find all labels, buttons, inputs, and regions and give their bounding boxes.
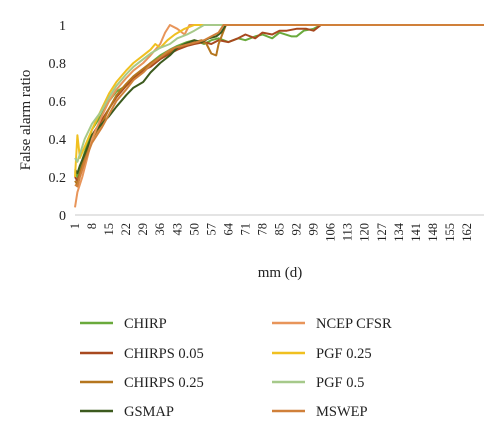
x-tick-label: 85 bbox=[273, 223, 287, 236]
x-tick-labels: 1 8 15 22 29 36 43 50 57 64 71 78 85 92 99 106 113 120 127… bbox=[68, 222, 474, 242]
y-tick-label: 0.4 bbox=[49, 133, 67, 148]
x-axis-title: mm (d) bbox=[258, 265, 303, 281]
legend-label: CHIRPS 0.25 bbox=[124, 375, 204, 391]
y-tick-label: 1 bbox=[59, 19, 66, 34]
x-tick-label: 141 bbox=[409, 223, 423, 242]
x-tick-label: 106 bbox=[324, 223, 338, 242]
x-tick-label: 113 bbox=[341, 223, 355, 241]
x-tick-label: 15 bbox=[102, 223, 116, 236]
x-tick-label: 120 bbox=[358, 223, 372, 242]
x-tick-label: 134 bbox=[392, 222, 406, 242]
legend-label: PGF 0.25 bbox=[316, 346, 372, 362]
x-tick-label: 162 bbox=[460, 223, 474, 242]
plot-lines bbox=[74, 24, 484, 208]
x-tick-label: 127 bbox=[375, 223, 389, 242]
x-tick-label: 78 bbox=[255, 223, 269, 236]
x-tick-label: 43 bbox=[170, 223, 184, 236]
x-tick-label: 22 bbox=[119, 223, 133, 236]
x-tick-label: 148 bbox=[426, 223, 440, 242]
y-tick-label: 0.8 bbox=[49, 57, 67, 72]
y-tick-labels: 0 0.2 0.4 0.6 0.8 1 bbox=[49, 19, 67, 224]
x-tick-label: 1 bbox=[68, 223, 82, 229]
legend: CHIRP CHIRPS 0.05 CHIRPS 0.25 GSMAP NCEP CFS… bbox=[80, 316, 392, 420]
x-tick-label: 57 bbox=[204, 223, 218, 236]
legend-label: MSWEP bbox=[316, 404, 368, 420]
x-tick-label: 71 bbox=[238, 223, 252, 236]
legend-label: PGF 0.5 bbox=[316, 375, 364, 391]
series-line-chirp bbox=[74, 24, 484, 178]
series-line-ncep-cfsr bbox=[74, 24, 484, 208]
x-tick-label: 8 bbox=[85, 223, 99, 229]
series-line-gsmap bbox=[74, 24, 484, 175]
x-tick-label: 50 bbox=[187, 223, 201, 236]
x-tick-label: 99 bbox=[307, 223, 321, 236]
x-tick-label: 36 bbox=[153, 223, 167, 236]
y-tick-label: 0 bbox=[59, 209, 66, 224]
legend-label: CHIRPS 0.05 bbox=[124, 346, 204, 362]
y-tick-label: 0.2 bbox=[49, 171, 67, 186]
legend-label: NCEP CFSR bbox=[316, 316, 392, 332]
series-line-pgf-0-25 bbox=[74, 24, 484, 178]
series-line-chirps-0-05 bbox=[74, 24, 484, 182]
legend-label: CHIRP bbox=[124, 316, 167, 332]
y-axis-title: False alarm ratio bbox=[18, 70, 34, 171]
x-tick-label: 29 bbox=[136, 223, 150, 236]
series-line-chirps-0-25 bbox=[74, 24, 484, 186]
series-line-mswep bbox=[74, 24, 484, 188]
x-tick-label: 64 bbox=[221, 222, 235, 235]
series-line-pgf-0-5 bbox=[74, 24, 484, 163]
legend-label: GSMAP bbox=[124, 404, 174, 420]
x-tick-label: 92 bbox=[290, 223, 304, 236]
x-tick-label: 155 bbox=[443, 223, 457, 242]
y-tick-label: 0.6 bbox=[49, 95, 67, 110]
